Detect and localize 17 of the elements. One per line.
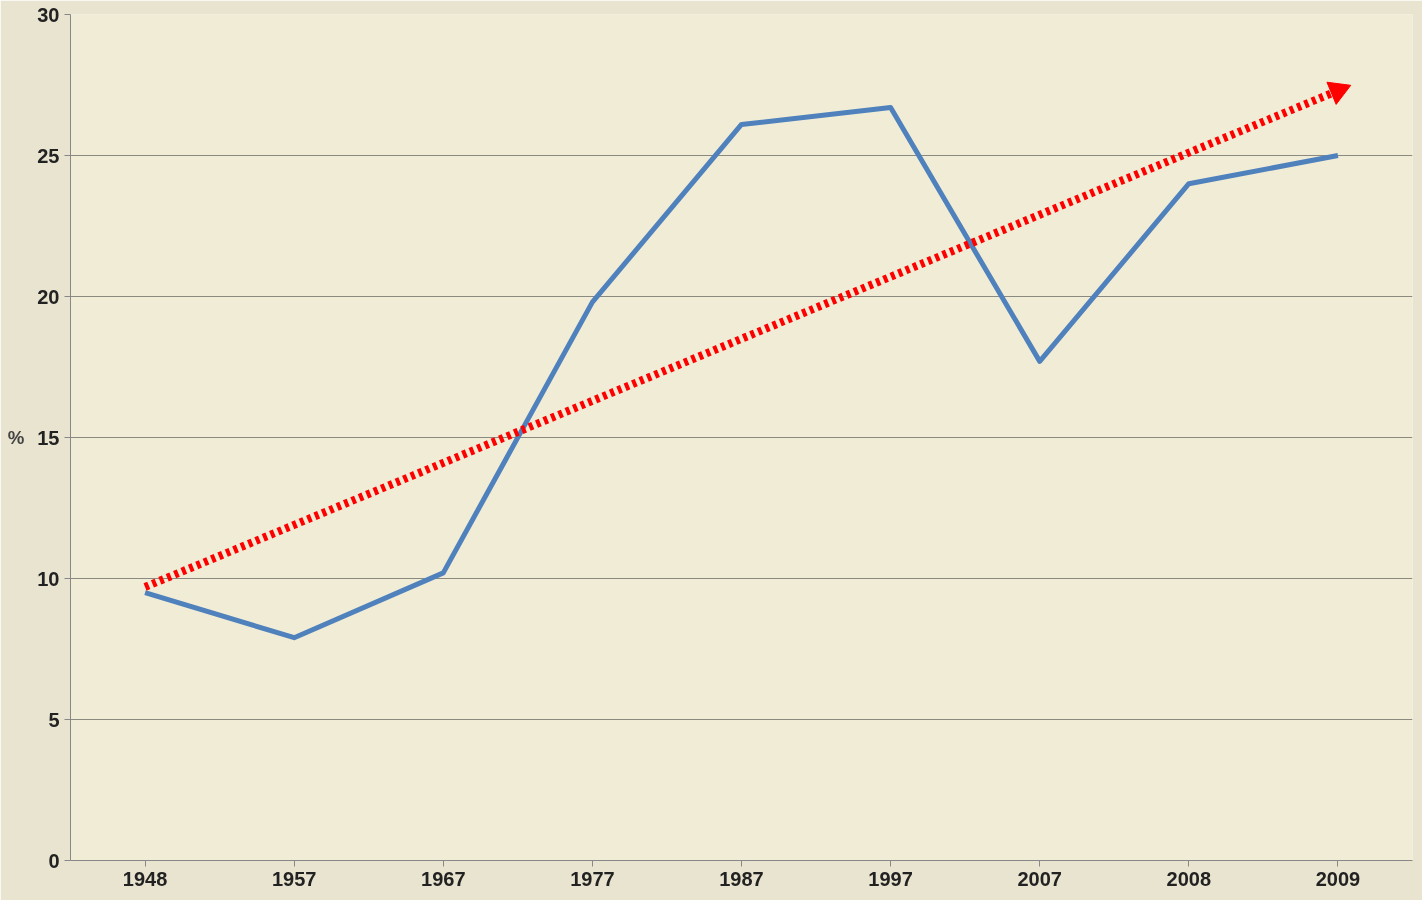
x-tick-label: 2007 xyxy=(1017,867,1062,890)
x-tick-label: 1987 xyxy=(719,867,764,890)
y-tick-label: 25 xyxy=(37,144,60,167)
x-tick-label: 2009 xyxy=(1315,867,1361,890)
x-tick-label: 1957 xyxy=(271,867,317,890)
y-tick-label: 5 xyxy=(48,708,60,731)
y-tick-label: 30 xyxy=(37,3,60,26)
y-tick-label: 0 xyxy=(48,849,60,872)
x-tick-label: 1997 xyxy=(868,867,913,890)
x-tick-label: 1977 xyxy=(570,867,615,890)
x-tick-label: 2008 xyxy=(1166,867,1212,890)
x-tick-label: 1948 xyxy=(122,867,168,890)
x-tick-label: 1967 xyxy=(421,867,466,890)
y-axis-title: % xyxy=(7,427,25,448)
y-tick-label: 20 xyxy=(37,285,60,308)
y-tick-label: 10 xyxy=(37,567,60,590)
y-tick-label: 15 xyxy=(37,426,60,449)
